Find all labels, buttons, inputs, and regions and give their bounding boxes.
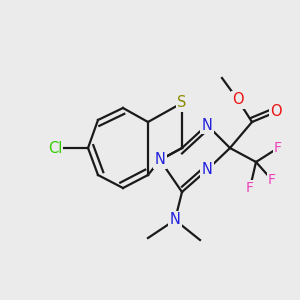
Text: N: N xyxy=(202,118,212,133)
Text: S: S xyxy=(177,95,187,110)
Text: O: O xyxy=(270,104,282,119)
Text: Cl: Cl xyxy=(48,140,62,155)
Text: N: N xyxy=(169,212,180,227)
Text: O: O xyxy=(232,92,244,107)
Text: N: N xyxy=(154,152,165,167)
Text: F: F xyxy=(268,173,276,187)
Text: N: N xyxy=(202,163,212,178)
Text: F: F xyxy=(274,141,282,155)
Text: F: F xyxy=(246,181,254,195)
